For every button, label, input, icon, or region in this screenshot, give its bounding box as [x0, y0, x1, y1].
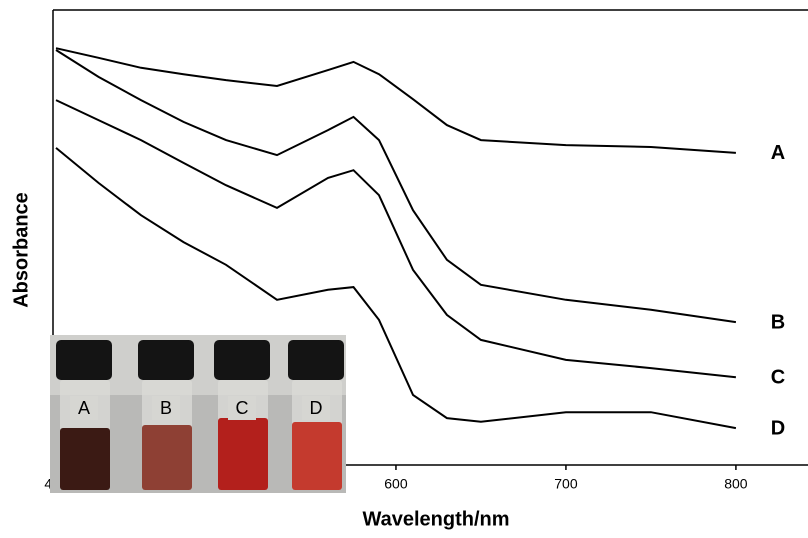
x-tick-label: 700	[554, 476, 578, 492]
series-label: D	[771, 417, 785, 439]
vial-label: D	[310, 398, 323, 418]
vial-label: A	[78, 398, 90, 418]
series-label: C	[771, 366, 785, 388]
x-tick-label: 800	[724, 476, 748, 492]
vial-label: B	[160, 398, 172, 418]
vial-label: C	[236, 398, 249, 418]
x-axis-title: Wavelength/nm	[362, 508, 509, 530]
x-tick-label: 600	[384, 476, 408, 492]
series-label: B	[771, 311, 785, 333]
spectrum-line	[56, 48, 736, 153]
chart: ABCD 400500600700800 Wavelength/nm Absor…	[0, 0, 808, 533]
series-label: A	[771, 142, 785, 164]
y-axis-title: Absorbance	[10, 192, 32, 308]
vial-photo: A B C D	[50, 335, 346, 493]
spectrum-line	[56, 50, 736, 322]
